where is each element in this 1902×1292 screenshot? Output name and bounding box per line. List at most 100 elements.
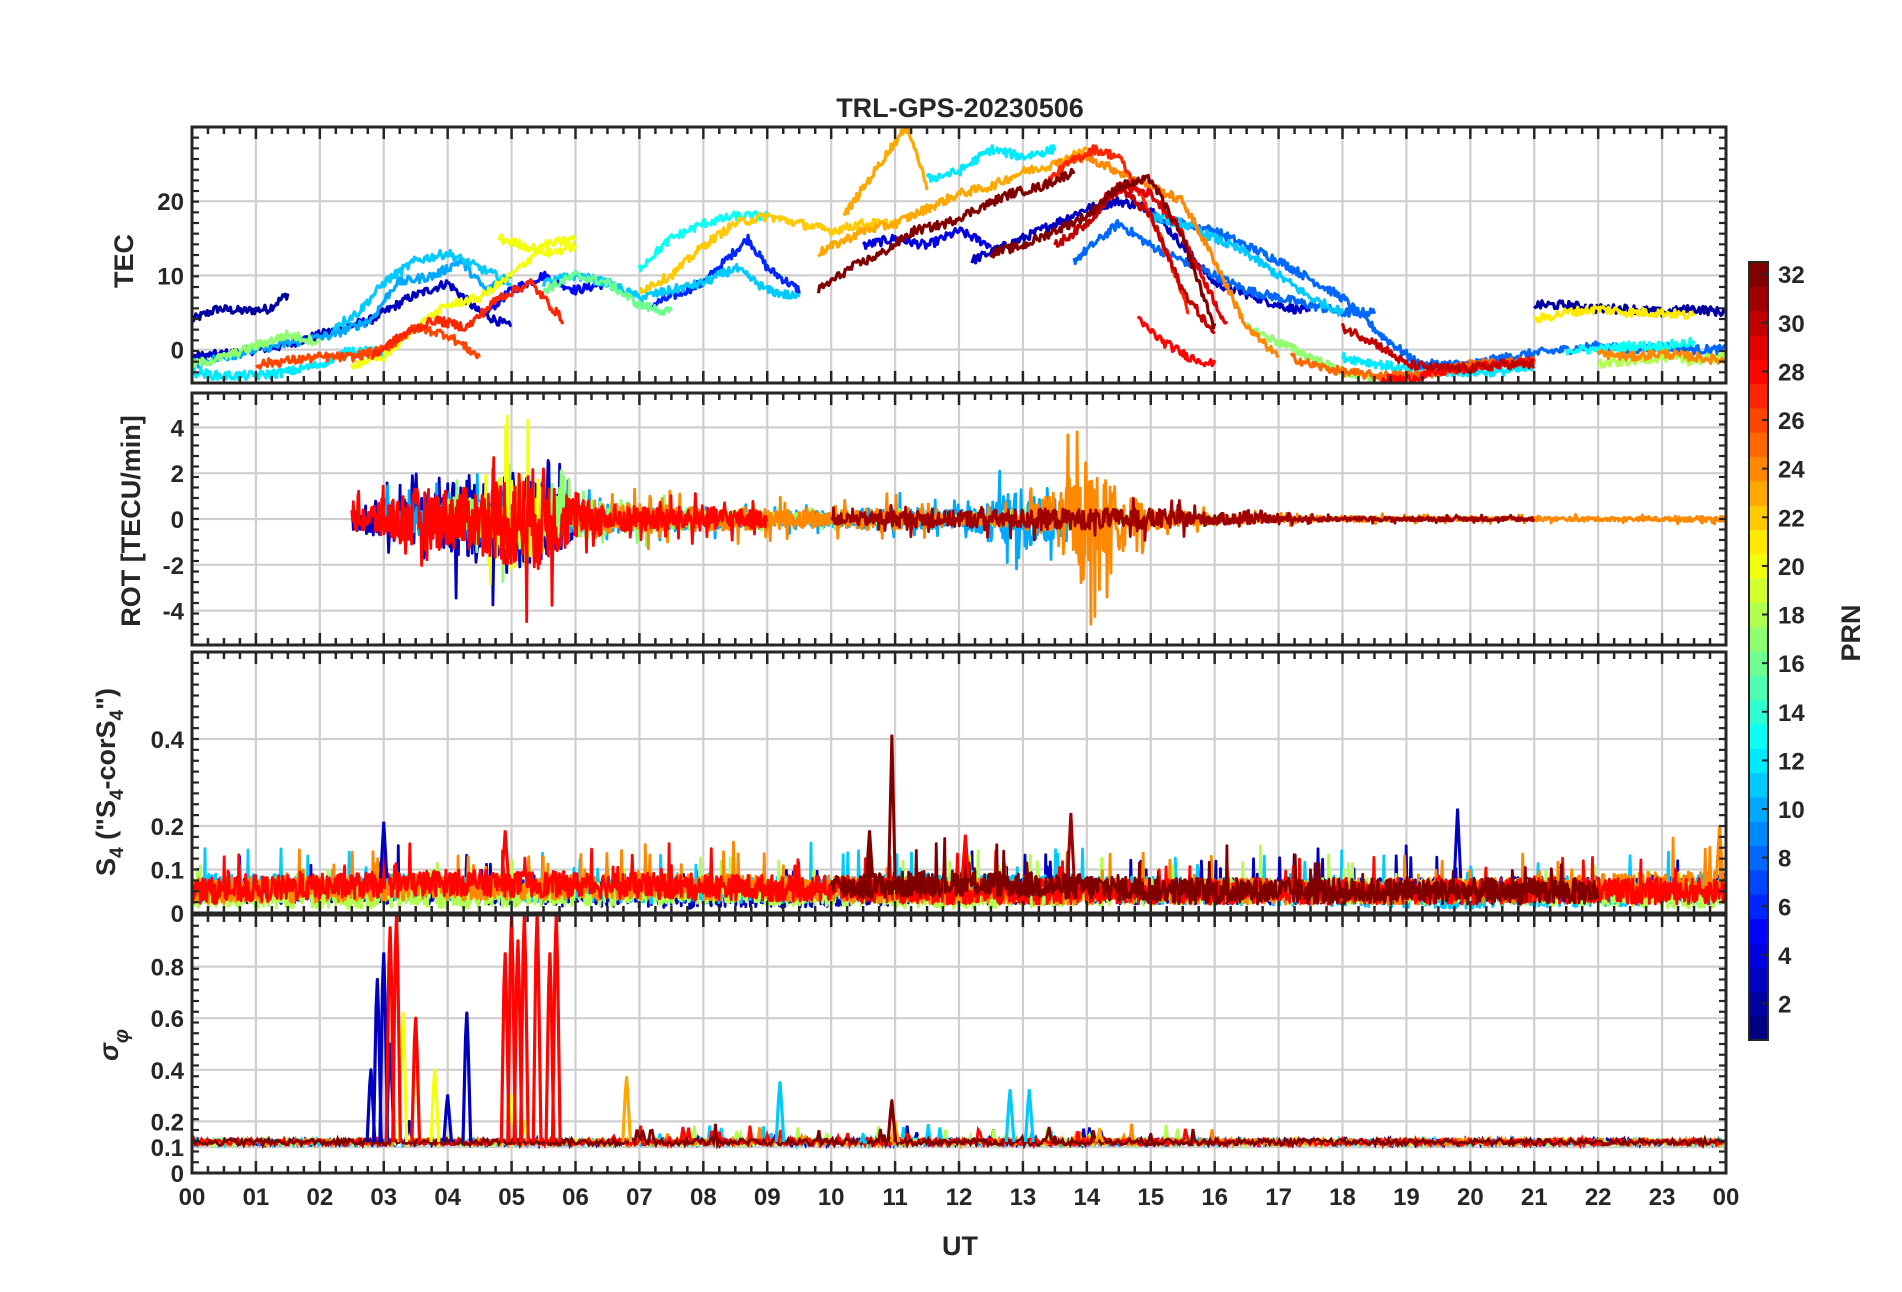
colorbar-swatch [1749, 894, 1768, 920]
sigma-spike-prn3 [371, 977, 383, 1143]
sigma-ytick-label: 0.4 [151, 1058, 185, 1085]
tec-series-prn6 [650, 233, 801, 310]
panel-sigma-phi: 00.10.2 0.4 0.6 0.8 σφ [94, 913, 1728, 1188]
colorbar-swatch [1749, 456, 1768, 482]
tec-series-prn29 [1098, 181, 1229, 325]
panel-s4: 0 0.1 0.2 0.4 S4 ("S4-corS4") [91, 650, 1728, 928]
tec-ytick-label: 0 [171, 338, 184, 365]
colorbar-tick-label: 32 [1778, 262, 1805, 289]
sigma-ytick-label: 0.6 [151, 1006, 184, 1033]
colorbar-swatch [1749, 796, 1768, 822]
s4-peak-prn28 [960, 834, 971, 879]
colorbar-swatch [1749, 821, 1768, 847]
rot-ytick-label: -2 [163, 553, 184, 580]
x-tick-label: 13 [1010, 1184, 1037, 1211]
x-tick-label: 07 [626, 1184, 653, 1211]
colorbar-tick-label: 24 [1778, 457, 1805, 484]
colorbar-swatch [1749, 407, 1768, 433]
sigma-spike-prn3 [378, 952, 390, 1143]
sigma-spike-prn32 [1050, 1135, 1060, 1146]
sigma-spike-prn3 [461, 1011, 473, 1143]
rot-ylabel: ROT [TECU/min] [116, 415, 146, 626]
tec-ylabel: TEC [109, 234, 139, 288]
colorbar-swatch [1749, 626, 1768, 652]
sigma-spike-prn28 [512, 939, 524, 1143]
x-tick-label: 20 [1457, 1184, 1484, 1211]
sigma-spike-prn28 [550, 915, 562, 1143]
s4-ytick-label: 0 [171, 901, 184, 928]
rot-series-prn31 [830, 497, 1536, 542]
tec-series-prn16 [542, 270, 673, 317]
colorbar-swatch [1749, 991, 1768, 1017]
colorbar-swatch [1749, 334, 1768, 360]
colorbar-tick-label: 18 [1778, 603, 1805, 630]
tec-series-prn24 [1596, 348, 1726, 365]
tec-series-prn17 [192, 329, 322, 369]
colorbar-tick-label: 2 [1778, 992, 1791, 1019]
sigma-spike-prn11 [858, 1132, 867, 1144]
sigma-spike-prn28 [531, 915, 543, 1143]
colorbar-swatch [1749, 359, 1768, 385]
colorbar-swatch [1749, 602, 1768, 628]
tec-series-prn17 [1245, 322, 1376, 383]
sigma-spike-prn28 [384, 926, 396, 1143]
tec-series-prn30 [1053, 182, 1216, 335]
tec-series-prn23 [842, 127, 929, 217]
tec-series-prn12 [925, 144, 1057, 183]
tec-series-prn24 [1053, 152, 1280, 358]
sigma-spike-prn11 [1023, 1088, 1035, 1143]
rot-ytick-label: 0 [171, 507, 184, 534]
colorbar-swatch [1749, 748, 1768, 774]
tec-series-prn32 [989, 173, 1217, 330]
tec-series-prn11 [332, 248, 512, 332]
colorbar-tick-label: 8 [1778, 846, 1791, 873]
tec-series-prn22 [638, 211, 897, 295]
tec-series-prn4 [861, 226, 993, 250]
colorbar-swatch [1749, 651, 1768, 676]
colorbar-swatch [1749, 310, 1768, 336]
colorbar-swatch [1749, 967, 1768, 992]
colorbar-tick-label: 22 [1778, 505, 1805, 532]
rot-ytick-label: 4 [171, 415, 185, 442]
sigma-baseline-prn32 [192, 1123, 1725, 1150]
x-tick-label: 11 [882, 1184, 907, 1211]
sigma-spike-prn23 [1094, 1127, 1105, 1143]
colorbar-swatch [1749, 918, 1768, 944]
colorbar-tick-label: 12 [1778, 748, 1805, 775]
x-tick-label: 00 [1713, 1184, 1740, 1211]
tec-series-prn11 [1149, 212, 1345, 317]
colorbar-tick-label: 6 [1778, 894, 1791, 921]
tec-series-prn26 [255, 322, 482, 370]
sigma-spike-prn28 [544, 952, 556, 1143]
s4-ytick-label: 0.1 [151, 858, 184, 885]
sigma-spike-prn3 [442, 1094, 454, 1143]
x-tick-label: 08 [690, 1184, 717, 1211]
colorbar-swatch [1749, 845, 1768, 871]
sigma-ylabel: σφ [94, 1029, 133, 1061]
rot-ytick-label: -4 [163, 599, 185, 626]
x-tick-label: 01 [243, 1184, 270, 1211]
rot-ytick-label: 2 [171, 461, 184, 488]
tec-series-prn2 [192, 292, 290, 323]
colorbar-tick-label: 20 [1778, 554, 1805, 581]
x-tick-label: 19 [1393, 1184, 1420, 1211]
s4-peak-prn31 [1066, 812, 1076, 879]
x-tick-label: 06 [562, 1184, 589, 1211]
x-tick-label: 10 [818, 1184, 845, 1211]
colorbar-tick-label: 4 [1778, 943, 1792, 970]
chart-title: TRL-GPS-20230506 [836, 93, 1084, 123]
colorbar-swatch [1749, 383, 1768, 409]
tec-series-prn28 [1136, 315, 1217, 368]
panel-tec: 0 10 20 TEC [109, 125, 1728, 385]
sigma-spike-prn32 [1145, 1132, 1155, 1144]
sigma-spike-prn28 [506, 915, 518, 1143]
x-tick-label: 03 [370, 1184, 397, 1211]
colorbar-tick-label: 14 [1778, 700, 1805, 727]
sigma-spike-prn28 [518, 915, 530, 1143]
x-tick-label: 00 [179, 1184, 206, 1211]
colorbar-swatch [1749, 529, 1768, 555]
colorbar-swatch [1749, 286, 1768, 312]
sigma-spike-prn28 [410, 1016, 422, 1143]
x-tick-label: 15 [1137, 1184, 1164, 1211]
